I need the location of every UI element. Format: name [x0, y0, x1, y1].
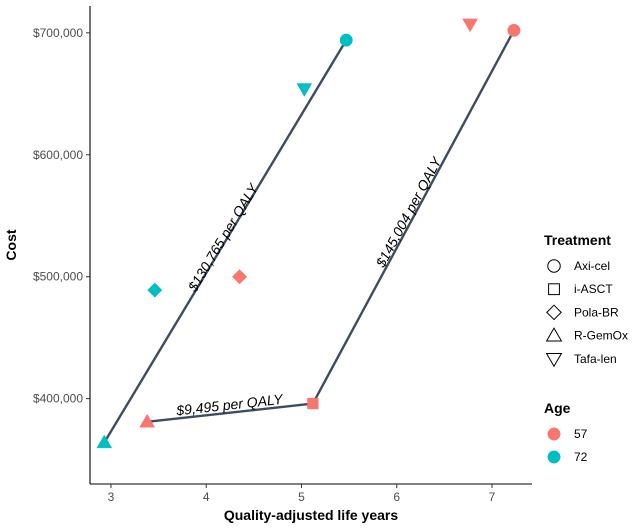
data-point	[296, 83, 313, 97]
legend-key-triangle-down	[545, 352, 563, 368]
annotation-label: $145,004 per QALY	[372, 153, 445, 271]
data-point	[139, 413, 156, 428]
x-tick-label: 4	[203, 490, 210, 504]
data-point	[307, 397, 319, 410]
legend-key-circle	[547, 259, 561, 273]
legend-label: Axi-cel	[574, 259, 610, 273]
legend-label: 72	[574, 450, 588, 464]
legend-label: Tafa-len	[574, 352, 617, 366]
legend-key-square	[548, 283, 560, 296]
legend-key-diamond	[546, 304, 562, 321]
y-axis-title: Cost	[3, 229, 19, 260]
annotation-label: $130,765 per QALY	[184, 180, 262, 295]
x-tick-label: 5	[298, 490, 305, 504]
frontier-line	[103, 38, 348, 444]
legend-title-treatment: Treatment	[544, 232, 611, 248]
data-point	[507, 23, 521, 37]
frontier-line	[311, 29, 516, 405]
x-tick-label: 3	[108, 490, 115, 504]
x-tick-label: 7	[489, 490, 496, 504]
axes: 3 4 5 6 7 $400,000 $500,000 $600,000 $700,000 Qua…	[3, 6, 532, 523]
x-axis-title: Quality-adjusted life years	[224, 507, 398, 523]
annotation-label: $9,495 per QALY	[174, 391, 285, 419]
legend-label: 57	[574, 427, 588, 441]
legend-key-age	[547, 427, 561, 441]
data-point	[462, 18, 478, 33]
y-tick-label: $700,000	[33, 26, 83, 40]
x-tick-label: 6	[393, 490, 400, 504]
data-point	[232, 269, 248, 285]
data-point	[96, 434, 113, 449]
frontier-lines	[103, 29, 516, 444]
legend-title-age: Age	[544, 400, 571, 416]
legend-label: Pola-BR	[574, 305, 619, 319]
y-tick-label: $500,000	[33, 270, 83, 284]
data-points	[96, 18, 521, 449]
data-point	[339, 33, 353, 47]
data-point	[147, 282, 163, 298]
y-tick-label: $600,000	[33, 148, 83, 162]
legend-label: i-ASCT	[574, 282, 613, 296]
legend-key-age	[547, 450, 561, 464]
y-tick-label: $400,000	[33, 392, 83, 406]
frontier-line	[145, 402, 315, 424]
legend-label: R-GemOx	[574, 329, 628, 343]
legend: Treatment Axi-cel i-ASCT Pola-BR R-GemOx Tafa…	[544, 232, 628, 464]
annotations: $130,765 per QALY $9,495 per QALY $145,004…	[174, 153, 445, 419]
legend-key-triangle-up	[545, 327, 563, 342]
